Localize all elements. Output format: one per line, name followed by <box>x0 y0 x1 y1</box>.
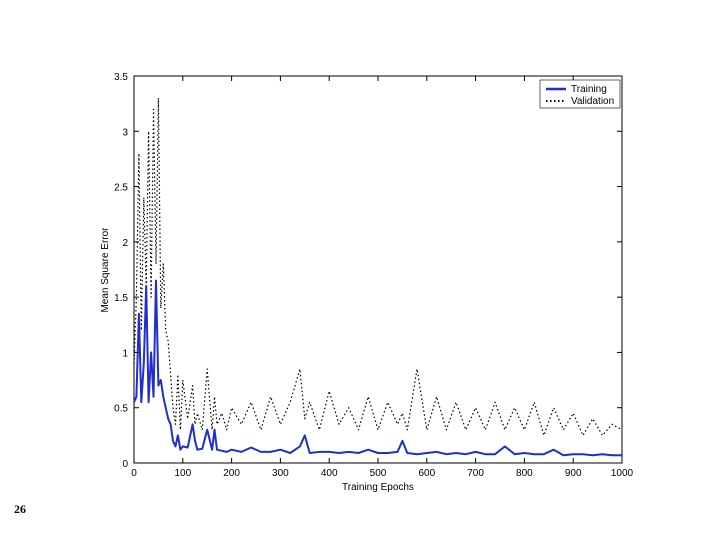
y-tick-label: 0 <box>122 459 128 470</box>
x-tick-label: 200 <box>223 468 240 479</box>
ticks-layer: 0 100 200 300 400 500 600 700 800 900 1000 0 0.5 1 1.5… <box>114 72 633 479</box>
x-tick-label: 700 <box>467 468 484 479</box>
x-tick-label: 300 <box>272 468 289 479</box>
series-line-validation <box>133 97 623 436</box>
x-axis-label: Training Epochs <box>342 482 414 493</box>
y-tick-label: 2 <box>122 238 128 249</box>
x-tick-label: 1000 <box>611 468 634 479</box>
legend-label-training: Training <box>571 84 607 95</box>
x-tick-label: 900 <box>565 468 582 479</box>
x-tick-label: 500 <box>370 468 387 479</box>
y-tick-label: 0.5 <box>114 404 128 415</box>
plot-frame <box>133 75 623 464</box>
y-axis-label: Mean Square Error <box>100 227 111 313</box>
y-tick-label: 1 <box>122 348 128 359</box>
legend-box <box>539 79 621 109</box>
legend: Training Validation <box>539 79 621 109</box>
y-tick-label: 3.5 <box>114 72 128 83</box>
legend-label-validation: Validation <box>571 96 614 107</box>
x-tick-label: 800 <box>516 468 533 479</box>
y-tick-label: 2.5 <box>114 183 128 194</box>
slide-number: 26 <box>14 502 26 516</box>
x-tick-label: 400 <box>321 468 338 479</box>
series-layer <box>133 97 623 457</box>
x-tick-label: 600 <box>418 468 435 479</box>
y-tick-label: 1.5 <box>114 293 128 304</box>
y-tick-label: 3 <box>122 127 128 138</box>
series-line-training <box>133 279 622 457</box>
x-tick-label: 100 <box>174 468 191 479</box>
x-tick-label: 0 <box>131 468 137 479</box>
